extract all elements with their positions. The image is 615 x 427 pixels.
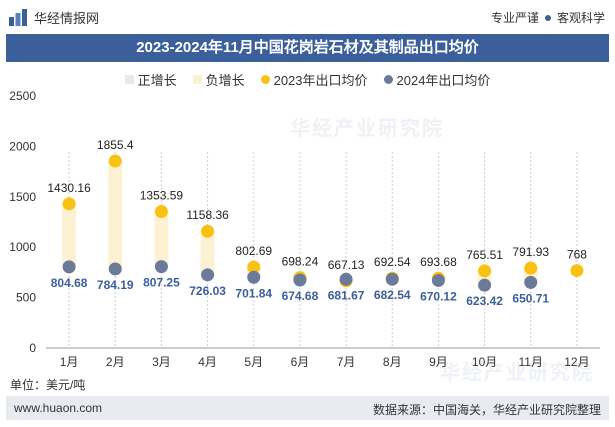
data-label-2023: 1855.4 bbox=[97, 138, 134, 152]
footer: www.huaon.com 数据来源：中国海关，华经产业研究院整理 bbox=[6, 396, 609, 420]
data-label-2024: 674.68 bbox=[282, 289, 319, 303]
point-2023 bbox=[154, 205, 168, 219]
point-2024 bbox=[247, 270, 261, 284]
slogan-left: 专业严谨 bbox=[490, 11, 539, 25]
change-band bbox=[108, 160, 123, 269]
x-tick-label: 9月 bbox=[429, 355, 448, 369]
legend-swatch-positive-icon bbox=[124, 75, 134, 84]
point-2024 bbox=[431, 273, 445, 287]
data-source: 数据来源：中国海关，华经产业研究院整理 bbox=[372, 403, 601, 417]
legend-item-negative[interactable]: 负增长 bbox=[192, 70, 245, 89]
y-tick-label: 2500 bbox=[9, 89, 36, 103]
point-2024 bbox=[478, 278, 492, 292]
data-label-2024: 670.12 bbox=[420, 289, 457, 303]
x-tick-label: 10月 bbox=[472, 355, 497, 369]
chart-area: 0 500 1000 1500 2000 2500 1月 2月 3月 4月 5月 6月 7月 8月 9月 10… bbox=[9, 89, 600, 369]
legend-label: 2024年出口均价 bbox=[396, 73, 491, 88]
x-tick-label: 4月 bbox=[198, 355, 217, 369]
legend-item-2023[interactable]: 2023年出口均价 bbox=[260, 70, 368, 89]
x-tick-label: 6月 bbox=[291, 355, 310, 369]
data-label-2023: 692.54 bbox=[374, 255, 411, 269]
point-2023 bbox=[62, 197, 76, 211]
x-tick-label: 7月 bbox=[337, 355, 356, 369]
legend-label: 负增长 bbox=[205, 73, 245, 88]
legend-swatch-2024-icon bbox=[383, 75, 393, 84]
top-bar: 华经情报网 专业严谨 客观科学 bbox=[0, 0, 615, 34]
legend-label: 2023年出口均价 bbox=[273, 73, 368, 88]
y-tick-label: 0 bbox=[29, 341, 36, 355]
brand-name: 华经情报网 bbox=[34, 10, 100, 26]
change-band bbox=[200, 231, 215, 275]
chart-legend: 正增长 负增长 2023年出口均价 2024年出口均价 bbox=[0, 70, 615, 89]
point-2024 bbox=[62, 260, 76, 274]
point-2023 bbox=[524, 261, 538, 275]
data-label-2024: 726.03 bbox=[189, 284, 226, 298]
data-label-2023: 667.13 bbox=[328, 258, 365, 272]
point-2023 bbox=[108, 154, 122, 168]
y-tick-label: 1000 bbox=[9, 240, 36, 254]
data-label-2024: 804.68 bbox=[51, 276, 88, 290]
brand-logo-icon bbox=[9, 9, 27, 26]
slogan: 专业严谨 客观科学 bbox=[491, 9, 605, 26]
data-label-2023: 698.24 bbox=[282, 255, 319, 269]
point-2024 bbox=[293, 273, 307, 287]
legend-item-positive[interactable]: 正增长 bbox=[124, 70, 177, 89]
x-tick-label: 3月 bbox=[152, 355, 171, 369]
data-label-2024: 623.42 bbox=[466, 294, 503, 308]
point-2024 bbox=[385, 272, 399, 286]
y-tick-label: 2000 bbox=[9, 139, 36, 153]
data-label-2023: 765.51 bbox=[466, 248, 503, 262]
legend-swatch-2023-icon bbox=[260, 75, 270, 84]
legend-label: 正增长 bbox=[137, 73, 177, 88]
point-2024 bbox=[108, 262, 122, 276]
change-band bbox=[154, 211, 169, 267]
brand[interactable]: 华经情报网 bbox=[8, 7, 99, 27]
x-tick-label: 1月 bbox=[60, 355, 79, 369]
data-label-2023: 1430.16 bbox=[47, 181, 91, 195]
site-link[interactable]: www.huaon.com bbox=[14, 401, 103, 415]
watermark: 华经产业研究院 bbox=[290, 118, 444, 140]
chart-title: 2023-2024年11月中国花岗岩石材及其制品出口均价 bbox=[6, 34, 609, 62]
point-2024 bbox=[524, 275, 538, 289]
data-label-2023: 791.93 bbox=[512, 245, 549, 259]
point-2024 bbox=[154, 260, 168, 274]
y-tick-label: 500 bbox=[16, 291, 36, 305]
data-label-2024: 650.71 bbox=[512, 291, 549, 305]
x-tick-label: 11月 bbox=[519, 355, 543, 369]
data-label-2023: 1353.59 bbox=[140, 189, 184, 203]
legend-item-2024[interactable]: 2024年出口均价 bbox=[383, 70, 491, 89]
data-label-2023: 1158.36 bbox=[186, 208, 229, 222]
point-2023 bbox=[478, 264, 492, 278]
change-band bbox=[62, 203, 77, 267]
point-2023 bbox=[201, 224, 215, 238]
x-tick-label: 5月 bbox=[244, 355, 263, 369]
data-label-2023: 693.68 bbox=[420, 255, 457, 269]
y-tick-label: 1500 bbox=[9, 190, 36, 204]
legend-swatch-negative-icon bbox=[192, 75, 202, 84]
data-label-2024: 807.25 bbox=[143, 276, 180, 290]
x-tick-label: 12月 bbox=[564, 355, 589, 369]
point-2023 bbox=[247, 260, 261, 274]
data-label-2024: 701.84 bbox=[235, 286, 272, 300]
data-label-2024: 784.19 bbox=[97, 278, 134, 292]
point-2024 bbox=[201, 268, 215, 282]
data-label-2023: 802.69 bbox=[235, 244, 272, 258]
data-label-2024: 681.67 bbox=[328, 288, 365, 302]
bullet-dot-icon bbox=[544, 14, 551, 21]
data-label-2024: 682.54 bbox=[374, 288, 411, 302]
point-2023 bbox=[570, 264, 584, 278]
x-tick-label: 2月 bbox=[106, 355, 125, 369]
x-tick-label: 8月 bbox=[383, 355, 402, 369]
watermark: 华经产业研究院 bbox=[440, 362, 594, 384]
data-label-2023: 768 bbox=[567, 248, 587, 262]
unit-label: 单位：美元/吨 bbox=[10, 378, 86, 392]
slogan-right: 客观科学 bbox=[556, 11, 605, 25]
point-2024 bbox=[339, 272, 353, 286]
